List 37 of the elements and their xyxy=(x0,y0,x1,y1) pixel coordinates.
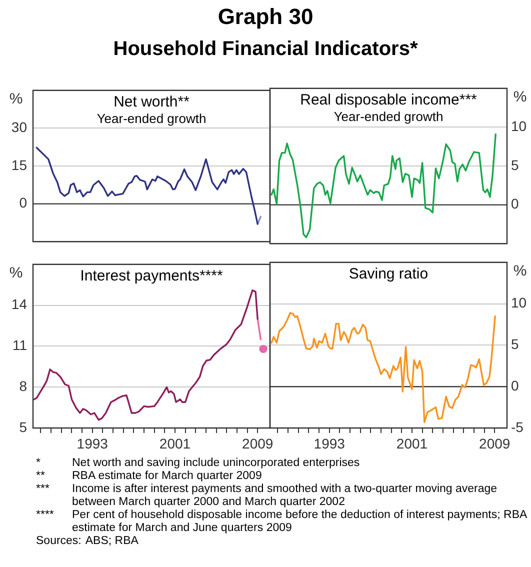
y-axis-title: % xyxy=(513,88,527,106)
y-tick-label: 5 xyxy=(511,336,519,352)
chart-title: Saving ratio xyxy=(348,266,428,283)
y-tick-label: 5 xyxy=(511,156,519,173)
chart-title: Real disposable income*** xyxy=(300,92,478,109)
y-tick-label: 30 xyxy=(11,119,28,136)
x-tick-label: 2009 xyxy=(479,435,510,452)
text: Year-ended growth xyxy=(334,108,444,124)
y-tick-label: 14 xyxy=(11,296,28,312)
chart-title: Net worth** xyxy=(114,94,190,111)
y-axis-title: % xyxy=(9,264,23,282)
y-axis-title: % xyxy=(513,262,527,280)
x-tick-label: 2009 xyxy=(242,435,274,452)
y-tick-label: 5 xyxy=(19,418,28,435)
x-tick-label: 1993 xyxy=(314,435,346,452)
source-note: Sources: ABS; RBA xyxy=(36,535,140,548)
y-tick-label: 0 xyxy=(19,194,28,211)
y-tick-label: -5 xyxy=(511,418,524,435)
y-tick-label: 10 xyxy=(511,118,527,134)
y-tick-label: 11 xyxy=(12,337,28,354)
text: ** RBA estimate for March quarter 2009 xyxy=(36,470,262,482)
text: Household Financial Indicators* xyxy=(112,37,419,62)
y-axis-title: % xyxy=(9,90,23,108)
y-tick-label: 0 xyxy=(511,377,519,394)
text: Year-ended growth xyxy=(96,110,206,126)
y-tick-label: 15 xyxy=(11,156,28,173)
y-tick-label: 10 xyxy=(511,294,527,311)
x-tick-label: 2001 xyxy=(159,435,191,452)
text: *** Income is after interest payments and smoothed with a two-quarter moving average between March quarter 2000 and March quarter 2002 xyxy=(36,483,498,508)
y-tick-label: 0 xyxy=(511,196,519,212)
chart-title: Interest payments**** xyxy=(80,268,223,285)
x-tick-label: 2001 xyxy=(396,435,428,452)
text: Graph 30 xyxy=(216,3,314,31)
y-tick-label: 8 xyxy=(19,378,28,394)
text: **** Per cent of household disposable income before the deduction of interest payments; RBA estimate for March and June quarters 2009 xyxy=(36,509,527,534)
x-tick-label: 1993 xyxy=(76,435,108,452)
text: * Net worth and saving include unincorporated enterprises xyxy=(36,457,360,469)
